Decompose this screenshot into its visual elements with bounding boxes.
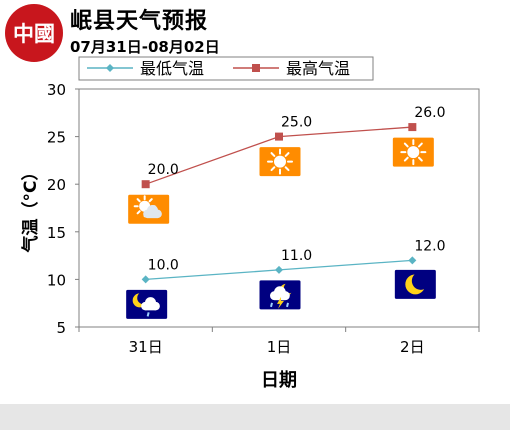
high-temp-point	[408, 123, 417, 132]
x-tick-label: 1日	[267, 338, 292, 356]
cma-logo: 中國	[5, 4, 63, 62]
svg-text:中國: 中國	[13, 21, 55, 46]
y-tick-label: 5	[56, 319, 66, 337]
night-thunderstorm-rain-icon	[258, 279, 302, 311]
x-axis-ticks: 31日 1日 2日	[78, 327, 480, 356]
y-tick-label: 20	[47, 176, 66, 194]
low-temp-point	[408, 256, 417, 265]
data-label: 10.0	[148, 257, 179, 273]
y-axis-label: 气温（°C）	[20, 164, 41, 254]
x-tick-label: 2日	[400, 338, 425, 356]
weather-icons	[125, 136, 437, 320]
footer-bar	[0, 404, 510, 430]
legend: 最低气温 最高气温	[78, 56, 374, 81]
sun-partly-cloudy-icon	[127, 193, 171, 225]
low-temp-point	[275, 265, 283, 274]
night-moon-icon	[393, 268, 437, 300]
x-axis-label: 日期	[261, 370, 297, 391]
date-range: 07月31日-08月02日	[70, 38, 220, 56]
page-title: 岷县天气预报	[70, 9, 209, 34]
low-temp-point	[141, 275, 150, 284]
x-tick-label: 31日	[129, 338, 163, 356]
legend-high-marker	[252, 64, 260, 72]
y-tick-label: 15	[47, 224, 66, 242]
data-label: 26.0	[414, 105, 445, 121]
y-tick-label: 30	[47, 81, 66, 99]
data-label: 11.0	[281, 248, 312, 264]
legend-high-label: 最高气温	[286, 59, 350, 78]
y-tick-label: 10	[47, 271, 66, 289]
night-partly-cloudy-rain-icon	[125, 288, 169, 320]
legend-low-marker	[106, 64, 114, 72]
data-label: 12.0	[414, 238, 445, 254]
legend-low-label: 最低气温	[140, 59, 204, 78]
high-temp-point	[275, 132, 283, 141]
y-axis-ticks: 5 10 15 20 25 30	[47, 81, 79, 337]
high-temp-point	[141, 180, 150, 189]
data-label: 25.0	[281, 115, 312, 131]
sunny-icon	[391, 136, 435, 168]
data-label: 20.0	[148, 162, 179, 178]
series-markers	[141, 123, 417, 284]
sunny-icon	[258, 146, 302, 178]
y-tick-label: 25	[47, 129, 66, 147]
data-labels: 10.0 11.0 12.0 20.0 25.0 26.0	[148, 105, 446, 273]
